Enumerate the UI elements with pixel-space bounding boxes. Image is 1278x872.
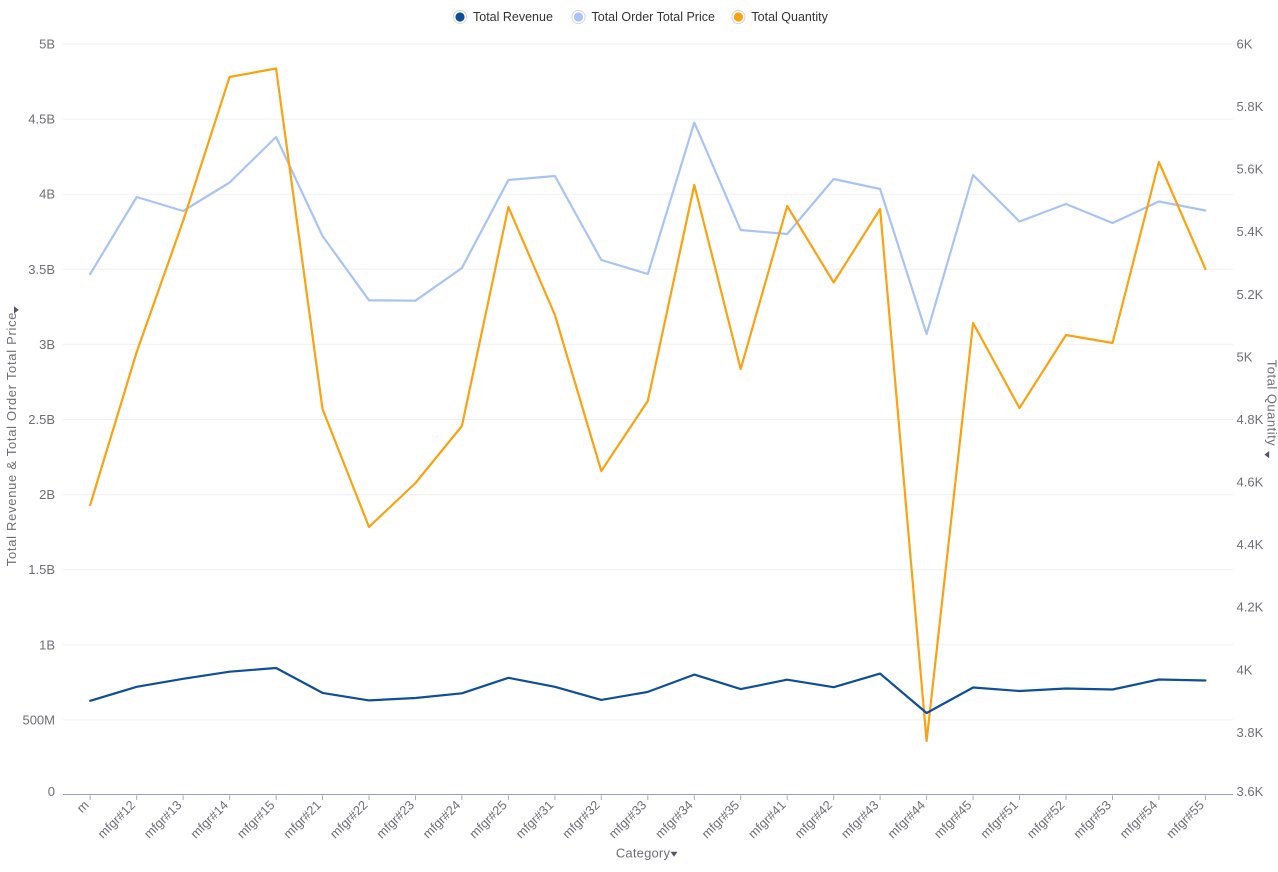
svg-text:3.8K: 3.8K <box>1237 725 1264 740</box>
svg-text:Total Quantity: Total Quantity <box>751 10 828 24</box>
svg-text:3.5B: 3.5B <box>28 262 55 277</box>
svg-text:3B: 3B <box>39 337 55 352</box>
svg-text:5.8K: 5.8K <box>1237 99 1264 114</box>
svg-text:4.2K: 4.2K <box>1237 600 1264 615</box>
svg-text:5B: 5B <box>39 37 55 52</box>
svg-text:4.4K: 4.4K <box>1237 537 1264 552</box>
svg-text:Total Revenue & Total Order To: Total Revenue & Total Order Total Price <box>4 312 19 566</box>
svg-text:Total Revenue: Total Revenue <box>473 10 553 24</box>
svg-text:Total Quantity: Total Quantity <box>1265 360 1278 447</box>
svg-text:4.8K: 4.8K <box>1237 412 1264 427</box>
svg-text:5.2K: 5.2K <box>1237 287 1264 302</box>
svg-text:1B: 1B <box>39 637 55 652</box>
svg-text:4.5B: 4.5B <box>28 112 55 127</box>
svg-text:4B: 4B <box>39 187 55 202</box>
svg-text:6K: 6K <box>1237 37 1253 52</box>
svg-text:4.6K: 4.6K <box>1237 475 1264 490</box>
svg-text:Category: Category <box>616 846 671 861</box>
svg-text:2B: 2B <box>39 487 55 502</box>
svg-text:5.6K: 5.6K <box>1237 162 1264 177</box>
svg-text:3.6K: 3.6K <box>1237 784 1264 799</box>
svg-text:5K: 5K <box>1237 349 1253 364</box>
svg-text:1.5B: 1.5B <box>28 562 55 577</box>
svg-text:5.4K: 5.4K <box>1237 224 1264 239</box>
svg-text:Total Order Total Price: Total Order Total Price <box>592 10 715 24</box>
svg-text:500M: 500M <box>22 712 55 727</box>
svg-text:0: 0 <box>48 784 55 799</box>
svg-text:4K: 4K <box>1237 662 1253 677</box>
svg-text:2.5B: 2.5B <box>28 412 55 427</box>
